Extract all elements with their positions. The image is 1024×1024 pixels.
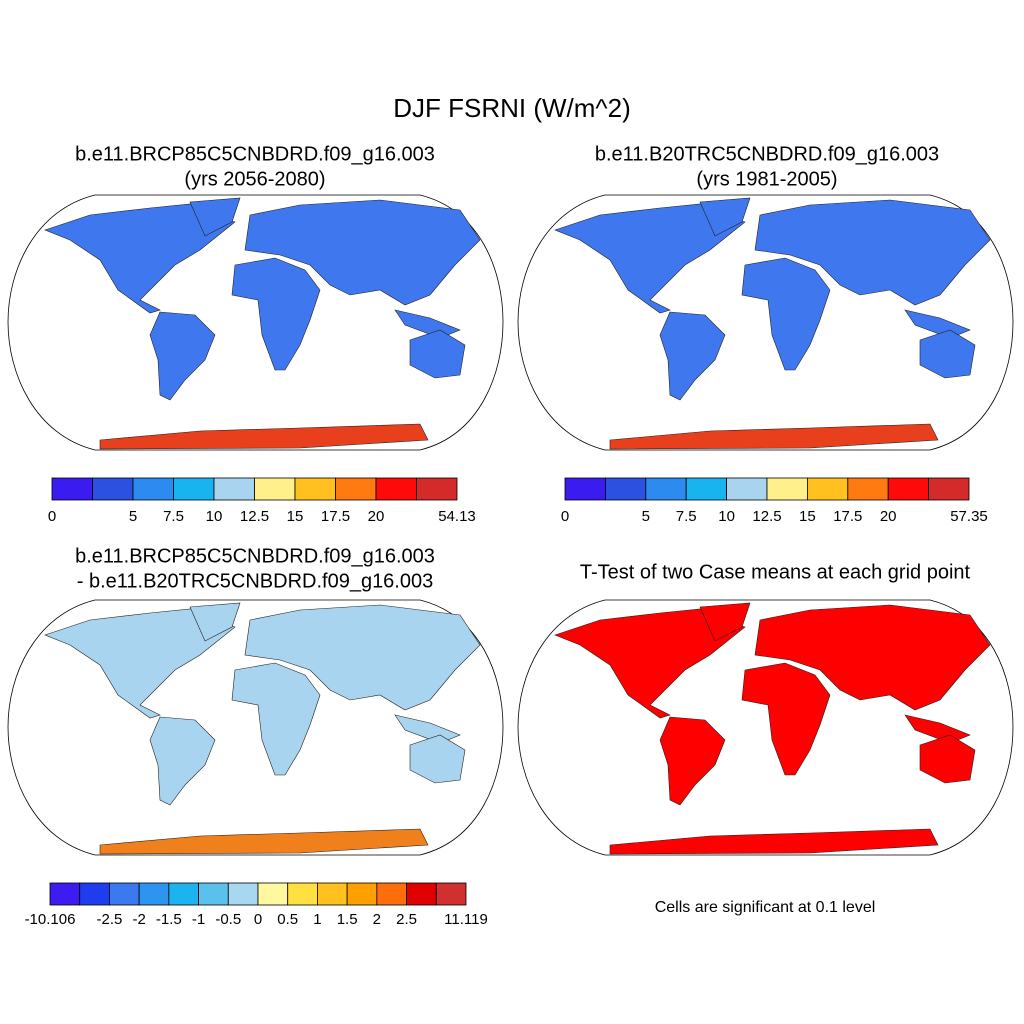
- colorbar-box: [375, 477, 417, 501]
- panel-title: b.e11.BRCP85C5CNBDRD.f09_g16.003: [75, 545, 435, 567]
- colorbar-label: 20: [880, 508, 897, 525]
- colorbar-box: [887, 477, 930, 501]
- colorbar-box: [645, 477, 687, 501]
- colorbar-label: 7.5: [676, 508, 697, 525]
- colorbar-label: 20: [368, 508, 385, 525]
- map: [7, 599, 504, 856]
- colorbar-box: [685, 477, 728, 501]
- panel-title: b.e11.BRCP85C5CNBDRD.f09_g16.003: [75, 143, 435, 165]
- colorbar-label: -2.5: [96, 911, 122, 928]
- colorbar-label: 12.5: [752, 508, 781, 525]
- colorbar-box: [847, 477, 889, 501]
- colorbar-label: 15: [287, 508, 304, 525]
- colorbar-box: [51, 477, 93, 501]
- colorbar-box: [335, 477, 377, 501]
- colorbar-box: [213, 477, 255, 501]
- note: Cells are significant at 0.1 level: [655, 899, 876, 916]
- colorbar-box: [132, 477, 174, 501]
- colorbar-label: 5: [129, 508, 137, 525]
- colorbar-label: 17.5: [321, 508, 350, 525]
- colorbar-label: 17.5: [833, 508, 862, 525]
- colorbar-label: 0.5: [277, 911, 298, 928]
- map: [7, 194, 504, 451]
- colorbar-label: 0: [254, 911, 262, 928]
- colorbar-box: [254, 477, 296, 501]
- colorbar-box: [294, 477, 336, 501]
- colorbar-box: [109, 882, 140, 906]
- colorbar-label: 57.35: [950, 508, 988, 525]
- colorbar-box: [138, 882, 170, 906]
- colorbar-box: [564, 477, 606, 501]
- colorbar-label: 0: [48, 508, 56, 525]
- colorbar-box: [807, 477, 849, 501]
- colorbar-label: 1: [313, 911, 321, 928]
- colorbar-box: [173, 477, 215, 501]
- colorbar-box: [198, 882, 229, 906]
- colorbar-box: [346, 882, 378, 906]
- colorbar-label: -1: [192, 911, 205, 928]
- colorbar-label: 12.5: [240, 508, 269, 525]
- colorbar-label: -10.106: [25, 911, 76, 928]
- map: [517, 599, 1014, 856]
- panel-title: (yrs 1981-2005): [696, 168, 837, 190]
- panel-title: - b.e11.B20TRC5CNBDRD.f09_g16.003: [77, 570, 433, 592]
- colorbar-box: [257, 882, 289, 906]
- colorbar-label: 54.13: [438, 508, 476, 525]
- panel-title: T-Test of two Case means at each grid po…: [580, 561, 971, 583]
- colorbar-box: [168, 882, 199, 906]
- colorbar-box: [928, 477, 970, 501]
- colorbar-box: [317, 882, 348, 906]
- colorbar-label: 2: [373, 911, 381, 928]
- colorbar-label: -1.5: [156, 911, 182, 928]
- colorbar-box: [287, 882, 318, 906]
- panel-title: (yrs 2056-2080): [184, 168, 325, 190]
- colorbar-box: [726, 477, 768, 501]
- colorbar-box: [79, 882, 110, 906]
- colorbar-box: [92, 477, 134, 501]
- figure-title: DJF FSRNI (W/m^2): [393, 93, 631, 123]
- colorbar-label: 10: [718, 508, 735, 525]
- colorbar-box: [435, 882, 467, 906]
- colorbar-label: -2: [132, 911, 145, 928]
- panel-title: b.e11.B20TRC5CNBDRD.f09_g16.003: [595, 143, 939, 165]
- colorbar-label: 7.5: [163, 508, 184, 525]
- colorbar-label: 10: [206, 508, 223, 525]
- colorbar-box: [227, 882, 259, 906]
- colorbar-label: 11.119: [444, 911, 488, 928]
- colorbar-label: 2.5: [396, 911, 417, 928]
- colorbar-label: 1.5: [337, 911, 358, 928]
- colorbar-label: 15: [799, 508, 816, 525]
- colorbar-label: -0.5: [215, 911, 241, 928]
- colorbar-box: [416, 477, 458, 501]
- colorbar-box: [766, 477, 808, 501]
- colorbar-box: [605, 477, 647, 501]
- colorbar-label: 0: [561, 508, 569, 525]
- colorbar-label: 5: [642, 508, 650, 525]
- colorbar-box: [406, 882, 437, 906]
- colorbar-box: [376, 882, 407, 906]
- map: [517, 194, 1014, 451]
- colorbar-box: [49, 882, 81, 906]
